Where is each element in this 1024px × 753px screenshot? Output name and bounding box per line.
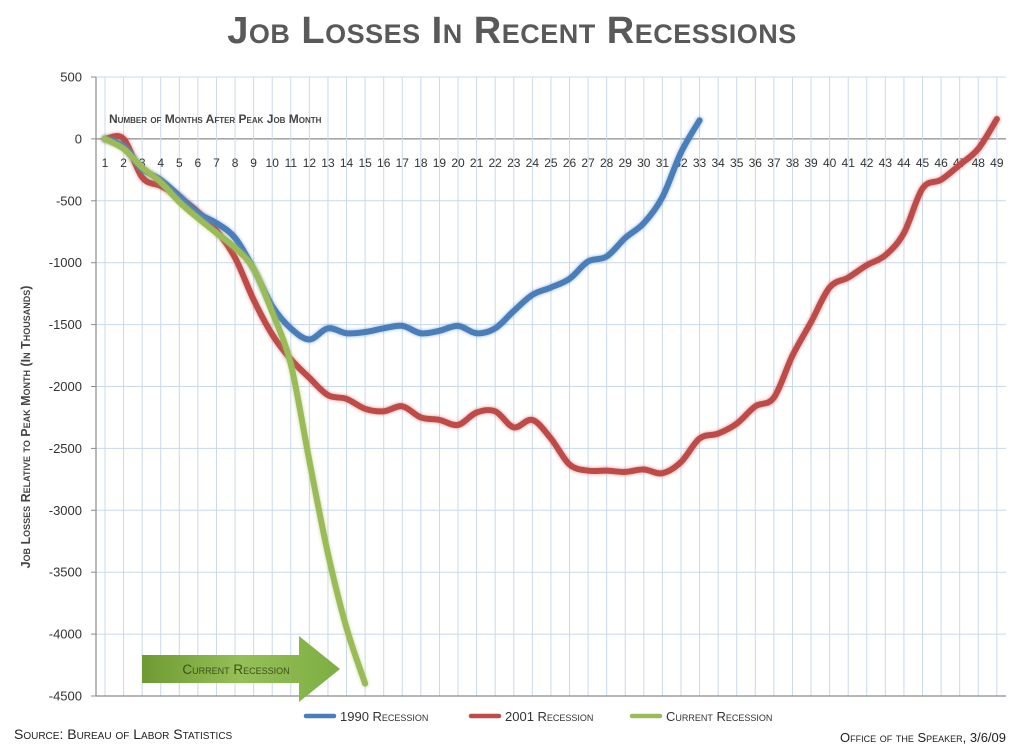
- y-tick-label: -3000: [49, 503, 82, 518]
- arrow-shape: [142, 636, 340, 702]
- y-axis-label: Job Losses Relative to Peak Month (In Th…: [19, 286, 33, 569]
- x-tick-label: 21: [470, 156, 484, 170]
- x-tick-label: 45: [916, 156, 930, 170]
- x-tick-label: 2: [120, 156, 127, 170]
- x-tick-label: 13: [321, 156, 335, 170]
- source-note: Source: Bureau of Labor Statistics: [14, 726, 233, 742]
- x-tick-label: 1: [102, 156, 109, 170]
- x-tick-label: 43: [879, 156, 893, 170]
- x-tick-label: 4: [157, 156, 164, 170]
- series-line-current-recession: [102, 135, 369, 687]
- x-tick-label: 22: [489, 156, 503, 170]
- series-line-1990-recession: [102, 117, 703, 343]
- y-tick-label: 500: [60, 70, 82, 85]
- x-tick-label: 18: [414, 156, 428, 170]
- x-tick-label: 25: [544, 156, 558, 170]
- x-tick-label: 10: [266, 156, 280, 170]
- x-tick-label: 9: [250, 156, 257, 170]
- x-tick-label: 7: [213, 156, 220, 170]
- x-tick-label: 23: [507, 156, 521, 170]
- y-tick-label: -2000: [49, 379, 82, 394]
- series-line-2001-recession: [102, 116, 1000, 477]
- x-tick-label: 20: [451, 156, 465, 170]
- legend-label: 1990 Recession: [340, 709, 428, 724]
- x-tick-label: 30: [637, 156, 651, 170]
- chart-grid: [95, 76, 1006, 697]
- x-tick-label: 12: [303, 156, 317, 170]
- x-tick-label: 6: [195, 156, 202, 170]
- chart-title: Job Losses In Recent Recessions: [227, 10, 797, 52]
- x-tick-label: 34: [711, 156, 725, 170]
- x-tick-label: 27: [581, 156, 595, 170]
- x-tick-label: 15: [358, 156, 372, 170]
- x-tick-label: 17: [396, 156, 410, 170]
- x-tick-label: 42: [860, 156, 874, 170]
- x-tick-label: 16: [377, 156, 391, 170]
- x-tick-label: 28: [600, 156, 614, 170]
- y-tick-label: -1500: [49, 317, 82, 332]
- x-tick-label: 40: [823, 156, 837, 170]
- y-tick-label: -2500: [49, 441, 82, 456]
- current-recession-arrow: Current Recession: [142, 636, 340, 702]
- x-tick-label: 24: [526, 156, 540, 170]
- x-tick-label: 14: [340, 156, 354, 170]
- y-tick-label: -4000: [49, 627, 82, 642]
- x-tick-label: 36: [749, 156, 763, 170]
- y-axis-ticks: 500 0 -500 -1000 -1500 -2000 -2500 -3000 -3500 -4…: [49, 70, 96, 704]
- x-tick-label: 48: [972, 156, 986, 170]
- x-axis-label: Number of Months After Peak Job Month: [109, 112, 322, 126]
- arrow-label: Current Recession: [182, 662, 289, 677]
- x-tick-label: 38: [786, 156, 800, 170]
- x-tick-label: 35: [730, 156, 744, 170]
- x-tick-label: 5: [176, 156, 183, 170]
- y-tick-label: -4500: [49, 689, 82, 704]
- y-tick-label: -1000: [49, 255, 82, 270]
- x-tick-label: 46: [934, 156, 948, 170]
- x-axis-ticks: 1 2 3 4 5 6 7 8 9 10 11 12 13 14 15 16 17 18 19 20 21 22 23 24 2…: [102, 156, 1004, 170]
- x-tick-label: 31: [656, 156, 670, 170]
- x-tick-label: 37: [767, 156, 781, 170]
- legend-label: 2001 Recession: [505, 709, 593, 724]
- x-tick-label: 49: [990, 156, 1004, 170]
- x-tick-label: 44: [897, 156, 911, 170]
- x-tick-label: 39: [804, 156, 818, 170]
- x-tick-label: 29: [619, 156, 633, 170]
- y-tick-label: 0: [75, 131, 82, 146]
- y-tick-label: -3500: [49, 565, 82, 580]
- legend: 1990 Recession 2001 Recession Current Rece…: [303, 709, 772, 724]
- legend-label: Current Recession: [666, 709, 772, 724]
- x-tick-label: 26: [563, 156, 577, 170]
- y-tick-label: -500: [56, 193, 82, 208]
- office-note: Office of the Speaker, 3/6/09: [840, 730, 1006, 745]
- x-tick-label: 33: [693, 156, 707, 170]
- x-tick-label: 41: [842, 156, 856, 170]
- x-tick-label: 11: [285, 156, 298, 170]
- chart-series: [101, 115, 1001, 688]
- x-tick-label: 19: [433, 156, 447, 170]
- x-tick-label: 8: [232, 156, 239, 170]
